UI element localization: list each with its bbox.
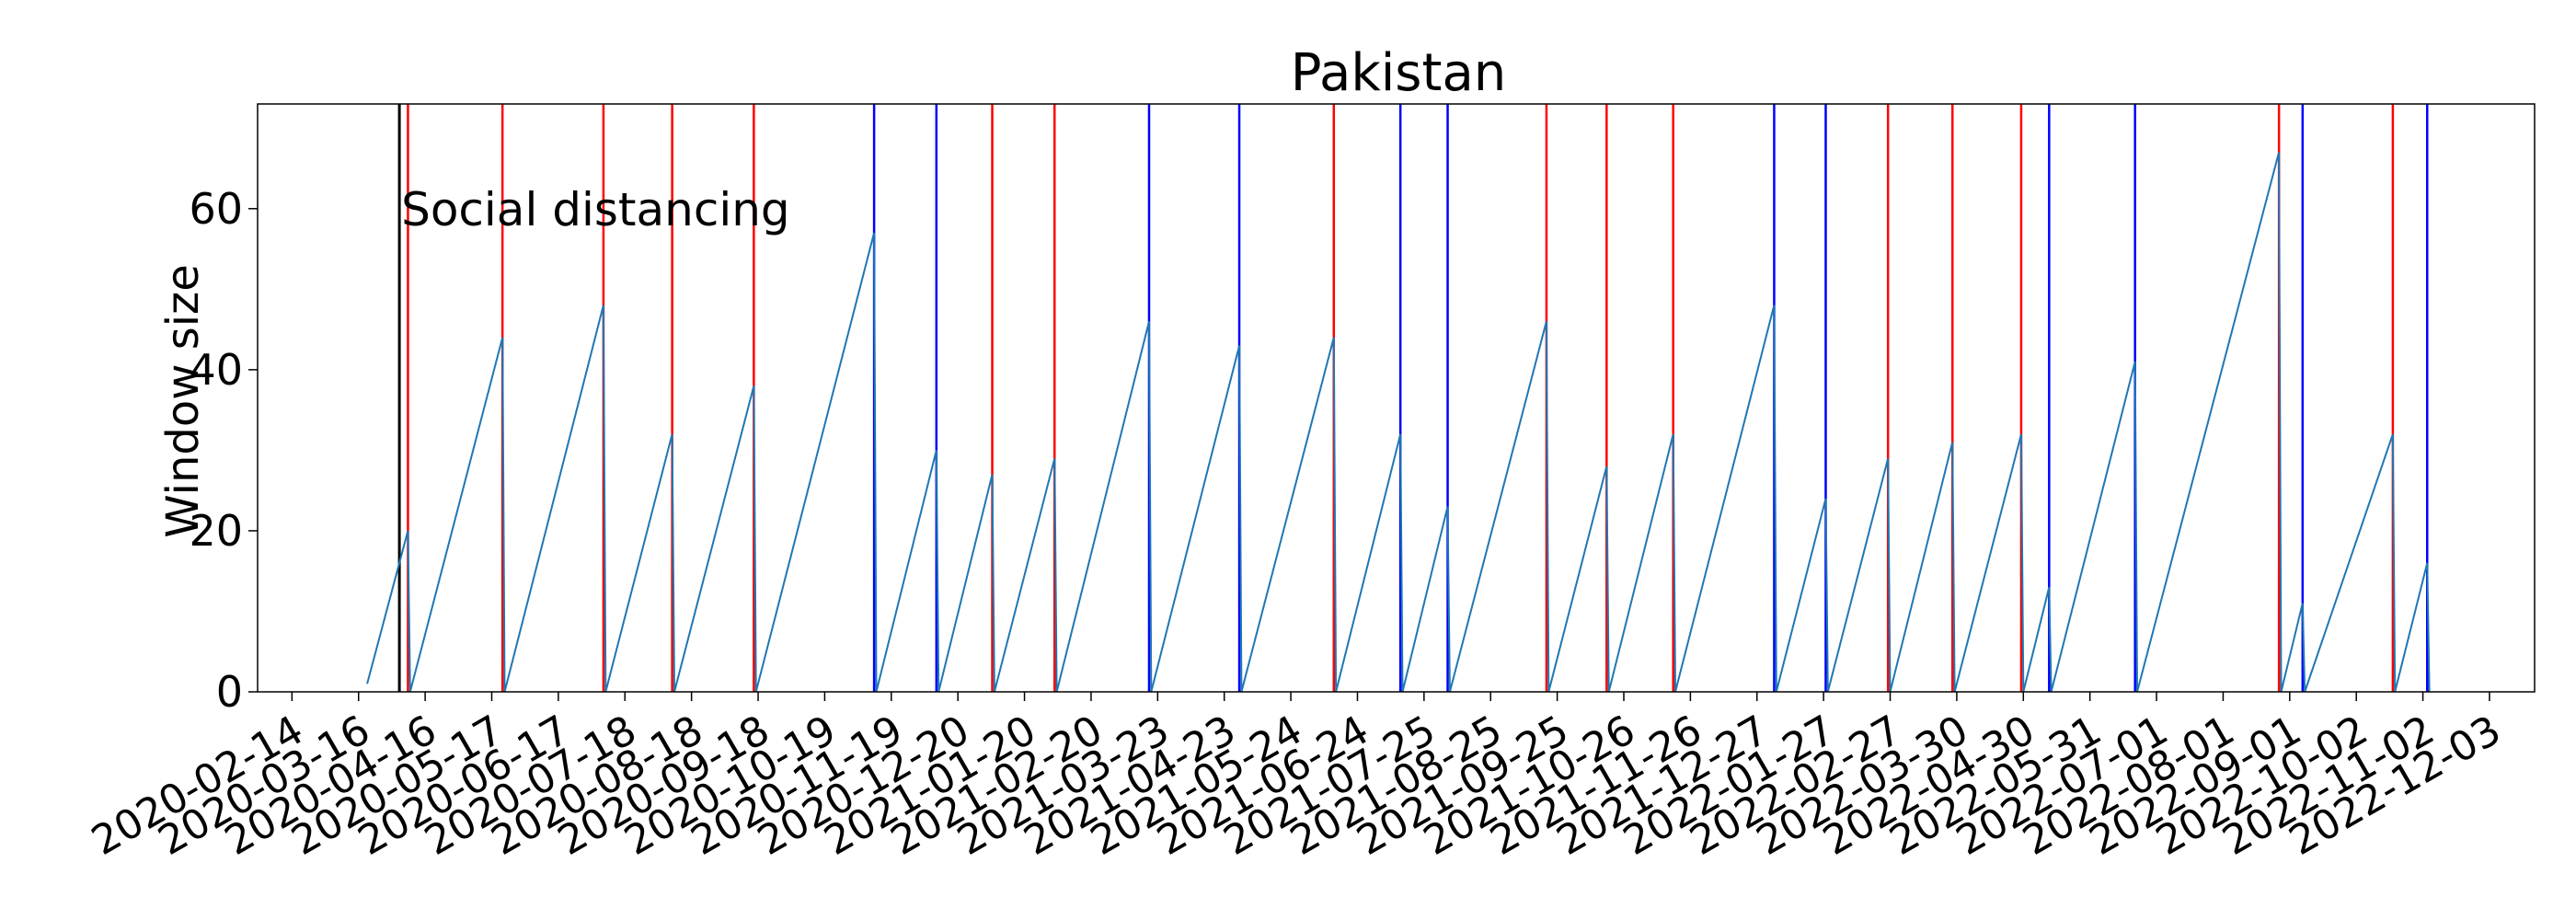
x-axis-ticks: 2020-02-142020-03-162020-04-162020-05-17… — [84, 692, 2509, 865]
y-tick-label: 0 — [216, 667, 243, 717]
y-tick-label: 40 — [189, 345, 243, 395]
y-tick-label: 60 — [189, 184, 243, 234]
plot-frame — [257, 103, 2536, 693]
y-axis-label: Window size — [157, 264, 209, 538]
annotation-layer: Social distancing — [401, 183, 790, 236]
event-lines — [397, 104, 2429, 692]
y-axis-ticks: 0 20 40 60 — [189, 184, 258, 717]
chart-title: Pakistan — [1291, 43, 1507, 103]
social-distancing-annotation: Social distancing — [401, 183, 790, 236]
y-tick-label: 20 — [189, 506, 243, 556]
